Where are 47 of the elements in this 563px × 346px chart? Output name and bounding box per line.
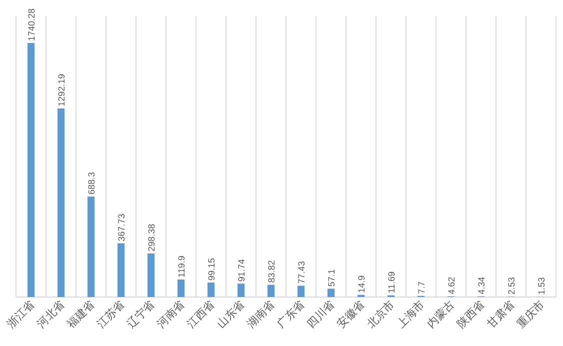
bar: [148, 253, 154, 297]
data-label: 4.62: [446, 276, 456, 294]
x-tick-label: 内蒙古: [424, 298, 458, 330]
data-label: 1292.19: [56, 74, 66, 106]
data-label: 7.7: [416, 281, 426, 294]
data-label: 688.3: [86, 172, 96, 195]
x-tick-label: 广东省: [274, 298, 308, 330]
x-tick-label: 上海市: [394, 298, 428, 330]
data-label: 11.69: [386, 271, 396, 294]
x-tick-label: 河南省: [154, 298, 188, 330]
x-tick-label: 湖南省: [244, 298, 278, 330]
bar: [88, 196, 94, 297]
x-tick-label: 河北省: [34, 298, 68, 330]
x-tick-label: 安徽省: [334, 298, 368, 330]
x-tick-label: 江苏省: [94, 298, 128, 330]
bar: [178, 280, 184, 297]
x-tick-label: 福建省: [64, 298, 98, 330]
data-label: 91.74: [236, 259, 246, 282]
bar: [328, 288, 334, 297]
bar: [268, 284, 274, 297]
bar: [238, 284, 244, 297]
x-tick-label: 四川省: [304, 298, 338, 330]
bar: [208, 282, 214, 297]
data-label: 2.53: [506, 277, 516, 295]
data-label: 367.73: [116, 214, 126, 242]
data-label: 298.38: [146, 224, 156, 252]
bar: [298, 286, 304, 297]
bar: [118, 243, 124, 297]
data-label: 4.34: [476, 276, 486, 294]
data-label: 119.9: [176, 256, 186, 278]
x-tick-label: 辽宁省: [124, 298, 158, 330]
x-tick-label: 北京市: [364, 298, 398, 330]
data-label: 1740.28: [26, 8, 36, 41]
x-tick-label: 重庆市: [514, 298, 548, 330]
data-label: 77.43: [296, 261, 306, 284]
x-tick-label: 陕西省: [454, 298, 488, 330]
data-label: 99.15: [206, 258, 216, 281]
bar: [28, 43, 34, 297]
data-label: 57.1: [326, 269, 336, 287]
x-tick-label: 江西省: [184, 298, 218, 330]
data-label: 1.53: [536, 277, 546, 295]
x-tick-label: 甘肃省: [484, 298, 518, 330]
data-label: 83.82: [266, 260, 276, 283]
bar: [58, 108, 64, 297]
x-tick-label: 山东省: [214, 298, 248, 330]
x-tick-label: 浙江省: [4, 298, 38, 330]
data-label: 14.9: [356, 275, 366, 293]
